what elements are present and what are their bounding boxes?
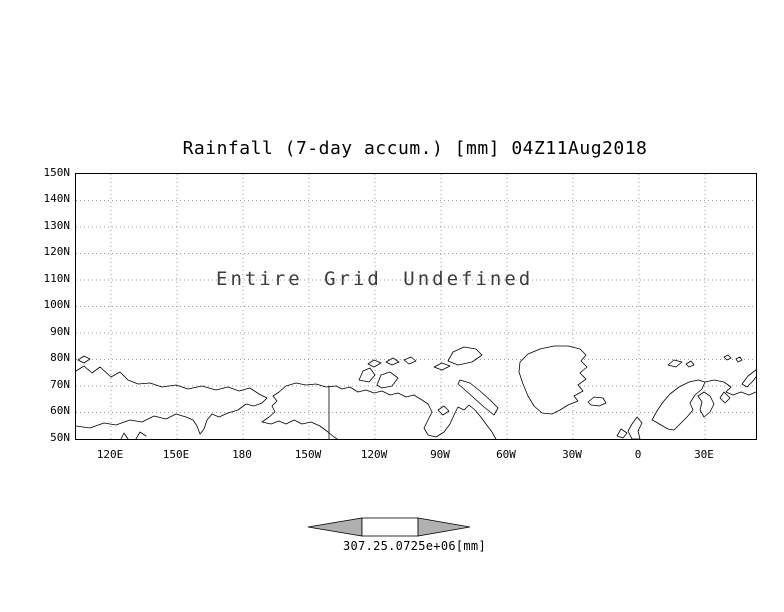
- island-shapes: [77, 345, 743, 439]
- plot-area: Entire Grid Undefined: [75, 173, 757, 440]
- x-tick-label: 60W: [496, 448, 516, 461]
- colorbar-left-arrow-icon: [307, 517, 363, 537]
- plot-title: Rainfall (7-day accum.) [mm] 04Z11Aug201…: [182, 138, 648, 159]
- colorbar-units-label: [mm]: [455, 539, 486, 553]
- map-svg: [76, 174, 756, 439]
- x-tick-label: 150W: [294, 448, 322, 461]
- colorbar-segment: [361, 517, 419, 537]
- y-tick-label: 150N: [43, 166, 71, 179]
- colorbar-labels: 307.25.0725e+06[mm]: [343, 539, 486, 553]
- colorbar: [307, 517, 471, 537]
- y-tick-label: 60N: [50, 404, 70, 417]
- undefined-message: Entire Grid Undefined: [216, 268, 534, 290]
- x-tick-label: 30W: [562, 448, 582, 461]
- y-tick-label: 110N: [43, 272, 71, 285]
- gridlines: [76, 174, 756, 439]
- colorbar-max-label: 5.0725e+06: [380, 539, 456, 553]
- y-tick-label: 90N: [50, 325, 70, 338]
- x-tick-label: 150E: [162, 448, 190, 461]
- y-tick-label: 100N: [43, 298, 71, 311]
- x-tick-label: 120W: [360, 448, 388, 461]
- y-tick-label: 130N: [43, 219, 71, 232]
- y-tick-label: 70N: [50, 378, 70, 391]
- y-tick-label: 80N: [50, 351, 70, 364]
- x-tick-label: 90W: [430, 448, 450, 461]
- y-tick-label: 50N: [50, 431, 70, 444]
- x-tick-label: 120E: [96, 448, 124, 461]
- x-tick-label: 30E: [694, 448, 714, 461]
- y-tick-label: 120N: [43, 245, 71, 258]
- coastline-paths: [76, 365, 756, 439]
- x-tick-label: 180: [232, 448, 252, 461]
- x-tick-label: 0: [634, 448, 642, 461]
- colorbar-min-label: 307.2: [343, 539, 381, 553]
- colorbar-right-arrow-icon: [417, 517, 471, 537]
- y-tick-label: 140N: [43, 192, 71, 205]
